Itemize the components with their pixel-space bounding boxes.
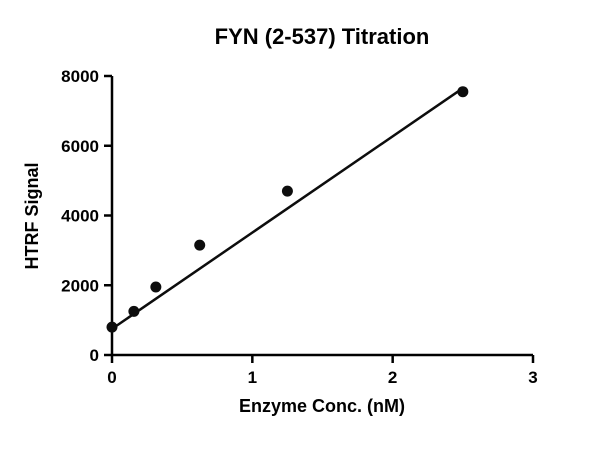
y-tick-label: 4000 — [61, 207, 99, 226]
y-tick-label: 8000 — [61, 67, 99, 86]
data-point — [106, 321, 118, 333]
y-tick-label: 0 — [90, 346, 99, 365]
data-point — [457, 86, 469, 98]
y-axis-label: HTRF Signal — [22, 163, 42, 270]
data-point — [150, 281, 162, 293]
x-tick-label: 1 — [248, 368, 257, 387]
fit-line — [110, 86, 465, 331]
plot-area: 0 1 2 3 0 2000 4000 6000 8000 — [61, 67, 538, 387]
data-point — [194, 239, 206, 251]
x-tick-label: 3 — [528, 368, 537, 387]
y-tick-label: 2000 — [61, 276, 99, 295]
data-point — [281, 185, 293, 197]
x-axis-label: Enzyme Conc. (nM) — [239, 396, 405, 416]
chart-title: FYN (2-537) Titration — [215, 24, 430, 49]
y-tick-label: 6000 — [61, 137, 99, 156]
data-point — [128, 305, 140, 317]
x-tick-label: 0 — [107, 368, 116, 387]
x-tick-label: 2 — [388, 368, 397, 387]
